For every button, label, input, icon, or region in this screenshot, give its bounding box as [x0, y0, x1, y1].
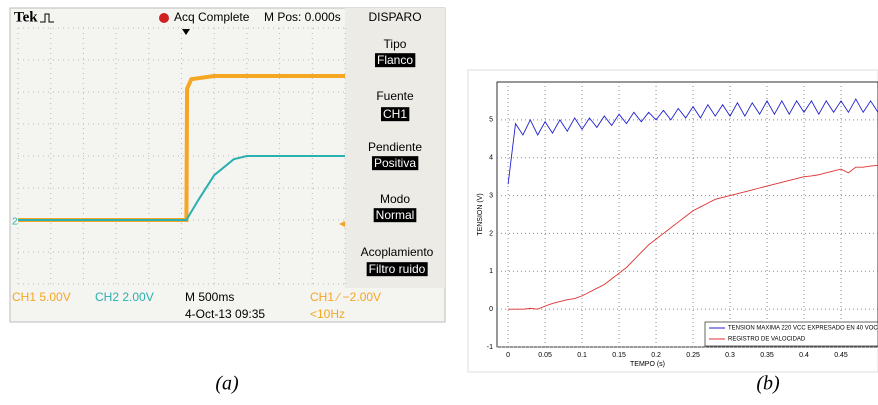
scope-label: CH2 2.00V: [95, 290, 154, 304]
legend-label: REGISTRO DE VALOCIDAD: [728, 337, 806, 343]
scope-label: CH1 ∕ −2.00V: [310, 290, 381, 304]
scope-label: <10Hz: [310, 307, 345, 321]
scope-label: CH1: [383, 107, 407, 121]
caption: (b): [756, 373, 780, 395]
x-tick-label: 0.1: [577, 352, 587, 359]
scope-label: Positiva: [374, 156, 416, 170]
scope-label: M Pos: 0.000s: [264, 10, 341, 24]
scope-label: Pendiente: [368, 140, 422, 154]
x-tick-label: 0.25: [686, 352, 700, 359]
y-tick-label: 0: [489, 306, 493, 313]
scope-label: Flanco: [377, 53, 413, 67]
scope-label: Acoplamiento: [361, 245, 434, 259]
y-tick-label: 1: [489, 268, 493, 275]
y-tick-label: 5: [489, 117, 493, 124]
scope-label: Normal: [376, 208, 415, 222]
y-tick-label: -1: [487, 344, 493, 351]
x-tick-label: 0.15: [612, 352, 626, 359]
x-tick-label: 0.05: [538, 352, 552, 359]
scope-label: Fuente: [376, 89, 414, 103]
caption: (a): [215, 373, 239, 395]
y-tick-label: 2: [489, 230, 493, 237]
scope-label: 2: [12, 217, 18, 228]
acq-indicator: [159, 13, 169, 23]
scope-label: Tipo: [384, 37, 407, 51]
x-tick-label: 0.2: [651, 352, 661, 359]
x-tick-label: 0.3: [725, 352, 735, 359]
scope-label: Acq Complete: [174, 10, 250, 24]
y-tick-label: 3: [489, 192, 493, 199]
y-axis-label: TENSION (V): [477, 193, 484, 235]
x-tick-label: 0.4: [799, 352, 809, 359]
legend-label: TENSION MAXIMA 220 VCC EXPRESADO EN 40 V…: [728, 326, 878, 332]
scope-label: CH1 5.00V: [12, 290, 71, 304]
x-axis-label: TEMPO (s): [630, 361, 665, 368]
scope-label: DISPARO: [368, 10, 421, 24]
scope-label: M 500ms: [185, 290, 234, 304]
x-tick-label: 0: [506, 352, 510, 359]
figure: (a) (b) Tek Acq Complete M Pos: 0.000s DISP…: [0, 0, 878, 405]
x-tick-label: 0.45: [834, 352, 848, 359]
scope-label: Modo: [380, 192, 410, 206]
y-tick-label: 4: [489, 155, 493, 162]
scope-label: Filtro ruido: [369, 262, 426, 276]
scope-label: Tek: [14, 9, 38, 25]
x-tick-label: 0.35: [760, 352, 774, 359]
scope-label: 4-Oct-13 09:35: [185, 307, 265, 321]
